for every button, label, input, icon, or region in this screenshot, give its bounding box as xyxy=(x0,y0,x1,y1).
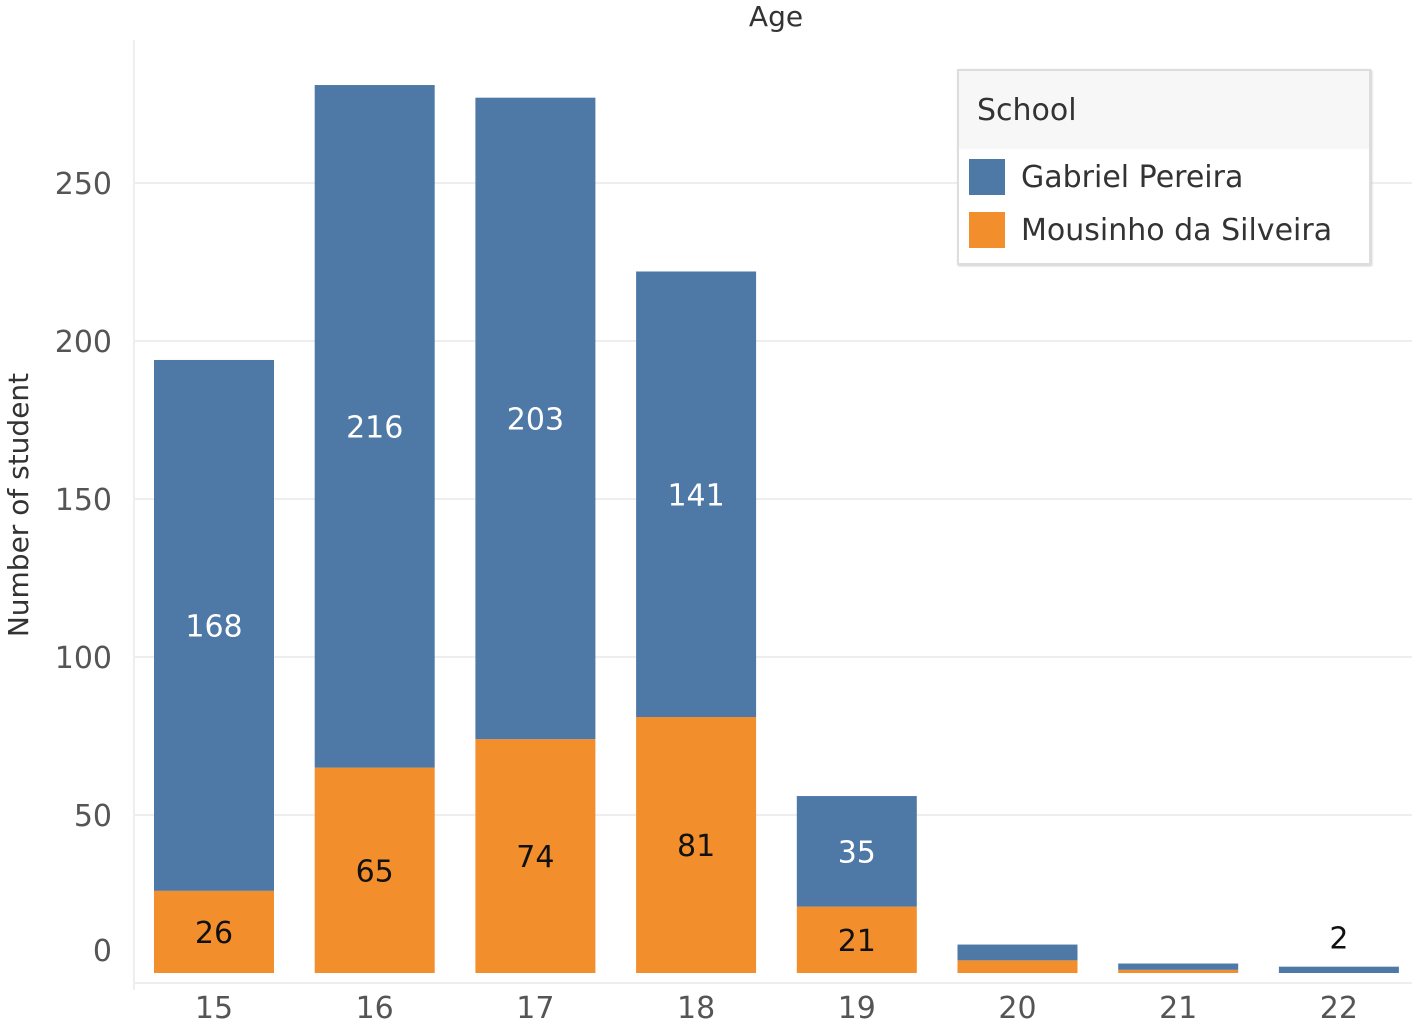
bar-segment[interactable] xyxy=(796,906,917,973)
y-tick-label: 50 xyxy=(74,799,112,834)
x-tick-label: 22 xyxy=(1320,991,1358,1022)
y-tick-label: 0 xyxy=(93,934,112,969)
legend-item-gabriel-pereira[interactable]: Gabriel Pereira xyxy=(969,159,1243,195)
bar-segment[interactable] xyxy=(314,767,435,973)
data-label: 26 xyxy=(195,916,233,951)
legend-swatch xyxy=(969,212,1005,248)
x-tick-label: 19 xyxy=(838,991,876,1022)
x-tick-label: 18 xyxy=(677,991,715,1022)
legend-item-mousinho-da-silveira[interactable]: Mousinho da Silveira xyxy=(969,212,1332,248)
data-label: 81 xyxy=(677,829,715,864)
data-label: 65 xyxy=(356,854,394,889)
y-tick-label: 200 xyxy=(55,325,112,360)
x-tick-label: 21 xyxy=(1159,991,1197,1022)
bar-segment[interactable] xyxy=(314,85,435,768)
bar-segment[interactable] xyxy=(475,739,596,973)
bar-segment[interactable] xyxy=(636,271,757,718)
bar-segment[interactable] xyxy=(154,359,274,891)
bar-segment[interactable] xyxy=(957,960,1078,973)
y-tick-label: 100 xyxy=(55,641,112,676)
y-tick-label: 150 xyxy=(55,483,112,518)
legend-label: Gabriel Pereira xyxy=(1021,159,1244,195)
legend-swatch xyxy=(969,159,1005,195)
x-tick-label: 16 xyxy=(356,991,394,1022)
data-label: 141 xyxy=(667,478,724,513)
chart-title: Age xyxy=(749,0,803,33)
bar-segment[interactable] xyxy=(1118,969,1239,973)
data-label: 35 xyxy=(838,835,876,870)
legend-label: Mousinho da Silveira xyxy=(1021,212,1333,248)
bar-segment[interactable] xyxy=(957,944,1078,961)
bar-segment[interactable] xyxy=(154,890,274,973)
x-tick-label: 15 xyxy=(195,991,233,1022)
y-axis-label: Number of student xyxy=(2,373,35,637)
bar-segment[interactable] xyxy=(796,796,917,907)
legend: School Gabriel Pereira Mousinho da Silve… xyxy=(957,69,1371,265)
data-label: 21 xyxy=(838,924,876,959)
bar-segment[interactable] xyxy=(1118,963,1239,970)
x-tick-label: 17 xyxy=(516,991,554,1022)
legend-title: School xyxy=(959,71,1369,149)
data-label: 74 xyxy=(516,840,554,875)
x-tick-label: 20 xyxy=(998,991,1036,1022)
data-label: 2 xyxy=(1329,922,1348,957)
bar-segment[interactable] xyxy=(636,717,757,973)
data-label: 168 xyxy=(185,609,242,644)
bar-segment[interactable] xyxy=(1278,966,1399,973)
bar-segment[interactable] xyxy=(475,97,596,740)
y-tick-label: 250 xyxy=(55,167,112,202)
data-label: 203 xyxy=(507,402,564,437)
data-label: 216 xyxy=(346,410,403,445)
